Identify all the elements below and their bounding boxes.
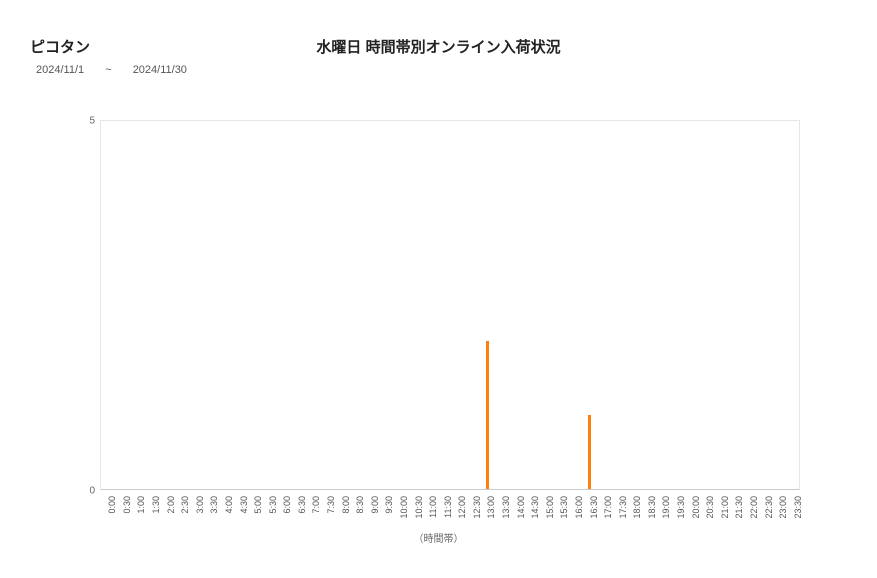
chart-plot-area: 05 — [100, 120, 800, 490]
x-tick-label: 18:30 — [647, 496, 657, 519]
x-ticks-group: 0:00 0:30 1:00 1:30 2:00 2:30 3:00 3:30 4:00 4:30… — [100, 490, 800, 534]
x-tick-label: 21:30 — [734, 496, 744, 519]
x-tick-label: 9:30 — [384, 496, 394, 514]
x-tick-label: 15:00 — [545, 496, 555, 519]
x-tick-label: 11:00 — [428, 496, 438, 518]
x-tick-label: 2:30 — [180, 496, 190, 514]
date-to: 2024/11/30 — [133, 64, 187, 76]
x-tick-label: 19:30 — [676, 496, 686, 519]
date-separator: ~ — [105, 64, 111, 76]
y-tick-label: 5 — [89, 116, 95, 127]
x-tick-label: 23:30 — [793, 496, 803, 519]
x-tick-label: 7:00 — [311, 496, 321, 514]
x-tick-label: 6:00 — [282, 496, 292, 514]
x-tick-label: 12:30 — [472, 496, 482, 519]
x-tick-label: 2:00 — [166, 496, 176, 514]
x-tick-label: 14:30 — [530, 496, 540, 519]
x-tick-label: 6:30 — [297, 496, 307, 514]
x-tick-label: 22:00 — [749, 496, 759, 519]
x-tick-label: 20:30 — [705, 496, 715, 519]
x-tick-label: 18:00 — [632, 496, 642, 519]
x-tick-label: 5:30 — [268, 496, 278, 514]
x-tick-label: 0:00 — [107, 496, 117, 514]
x-tick-label: 3:00 — [195, 496, 205, 514]
product-name: ピコタン — [30, 36, 90, 57]
x-tick-label: 13:00 — [486, 496, 496, 519]
x-tick-label: 10:30 — [414, 496, 424, 519]
page-root: 水曜日 時間帯別オンライン入荷状況 ピコタン 2024/11/1 ~ 2024/… — [0, 0, 877, 578]
x-tick-label: 1:00 — [136, 496, 146, 514]
x-tick-label: 7:30 — [326, 496, 336, 514]
date-range: 2024/11/1 ~ 2024/11/30 — [36, 64, 187, 76]
chart-title: 水曜日 時間帯別オンライン入荷状況 — [0, 36, 877, 57]
x-tick-label: 5:00 — [253, 496, 263, 514]
x-tick-label: 4:30 — [239, 496, 249, 514]
x-tick-label: 14:00 — [516, 496, 526, 519]
x-tick-label: 16:30 — [589, 496, 599, 519]
x-tick-label: 19:00 — [661, 496, 671, 519]
x-tick-label: 17:00 — [603, 496, 613, 519]
x-tick-label: 15:30 — [559, 496, 569, 519]
x-tick-label: 13:30 — [501, 496, 511, 519]
x-tick-label: 8:00 — [341, 496, 351, 514]
x-tick-label: 17:30 — [618, 496, 628, 519]
bar — [486, 341, 489, 489]
bars-group — [101, 121, 799, 489]
x-axis-label: （時間帯） — [0, 530, 877, 545]
date-from: 2024/11/1 — [36, 64, 84, 76]
x-tick-label: 0:30 — [122, 496, 132, 514]
x-tick-label: 12:00 — [457, 496, 467, 519]
x-tick-label: 9:00 — [370, 496, 380, 514]
x-tick-label: 1:30 — [151, 496, 161, 514]
x-tick-label: 16:00 — [574, 496, 584, 519]
x-tick-label: 3:30 — [209, 496, 219, 514]
x-tick-label: 11:30 — [443, 496, 453, 518]
x-tick-label: 21:00 — [720, 496, 730, 519]
x-tick-label: 8:30 — [355, 496, 365, 514]
bar — [588, 415, 591, 489]
x-tick-label: 4:00 — [224, 496, 234, 514]
y-tick-label: 0 — [89, 486, 95, 497]
x-tick-label: 22:30 — [764, 496, 774, 519]
x-tick-label: 20:00 — [691, 496, 701, 519]
x-tick-label: 23:00 — [778, 496, 788, 519]
x-tick-label: 10:00 — [399, 496, 409, 519]
